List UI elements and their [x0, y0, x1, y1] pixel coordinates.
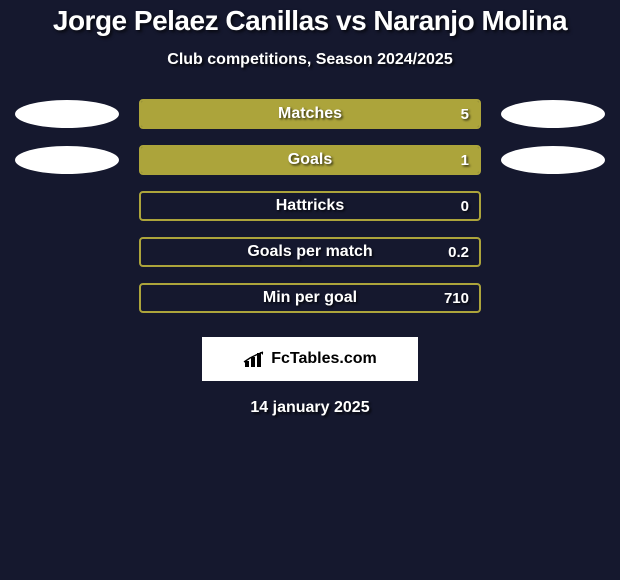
stat-value: 5 — [461, 101, 469, 127]
logo-box: FcTables.com — [202, 337, 418, 381]
stat-row: Matches5 — [0, 99, 620, 129]
logo-inner: FcTables.com — [204, 339, 416, 379]
stat-label: Hattricks — [141, 193, 479, 219]
subtitle: Club competitions, Season 2024/2025 — [0, 51, 620, 69]
right-ellipse-empty — [501, 238, 605, 266]
stat-bar: Min per goal710 — [139, 283, 481, 313]
page-title: Jorge Pelaez Canillas vs Naranjo Molina — [0, 5, 620, 37]
stat-bar: Goals per match0.2 — [139, 237, 481, 267]
left-ellipse-empty — [15, 238, 119, 266]
stat-label: Goals — [141, 147, 479, 173]
date-text: 14 january 2025 — [0, 399, 620, 417]
stat-row: Min per goal710 — [0, 283, 620, 313]
right-ellipse — [501, 146, 605, 174]
stat-bar: Goals1 — [139, 145, 481, 175]
stat-label: Goals per match — [141, 239, 479, 265]
stat-label: Matches — [141, 101, 479, 127]
left-ellipse — [15, 146, 119, 174]
stat-value: 710 — [444, 285, 469, 311]
comparison-card: Jorge Pelaez Canillas vs Naranjo Molina … — [0, 0, 620, 417]
stat-bar: Matches5 — [139, 99, 481, 129]
left-ellipse — [15, 100, 119, 128]
stat-rows: Matches5Goals1Hattricks0Goals per match0… — [0, 99, 620, 313]
left-ellipse-empty — [15, 284, 119, 312]
stat-row: Goals1 — [0, 145, 620, 175]
logo-text: FcTables.com — [271, 350, 377, 368]
stat-value: 0 — [461, 193, 469, 219]
stat-row: Hattricks0 — [0, 191, 620, 221]
bars-icon — [243, 350, 267, 368]
left-ellipse-empty — [15, 192, 119, 220]
stat-row: Goals per match0.2 — [0, 237, 620, 267]
right-ellipse — [501, 100, 605, 128]
right-ellipse-empty — [501, 284, 605, 312]
right-ellipse-empty — [501, 192, 605, 220]
stat-bar: Hattricks0 — [139, 191, 481, 221]
stat-label: Min per goal — [141, 285, 479, 311]
stat-value: 0.2 — [448, 239, 469, 265]
stat-value: 1 — [461, 147, 469, 173]
